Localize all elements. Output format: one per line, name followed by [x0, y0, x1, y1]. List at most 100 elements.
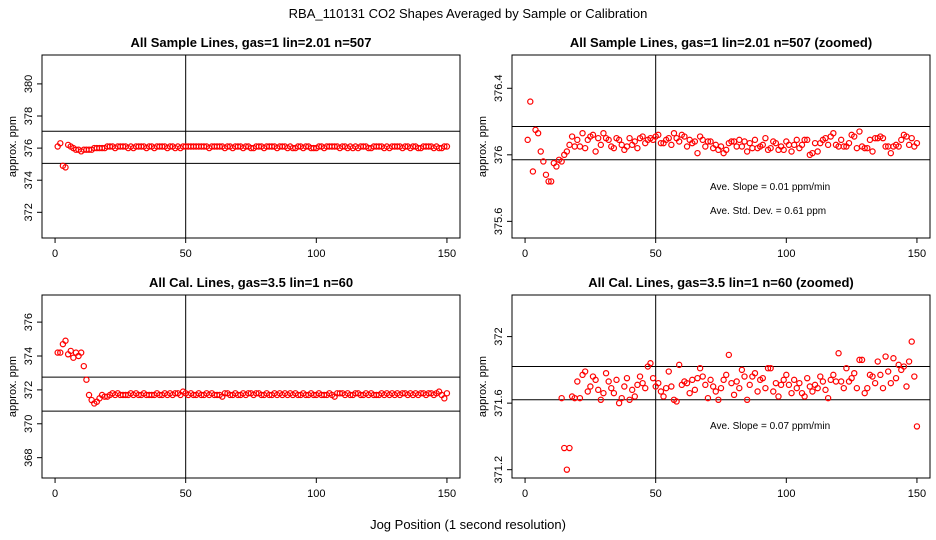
data-point [600, 129, 607, 137]
data-point [54, 349, 61, 356]
data-point [796, 379, 803, 387]
data-point [767, 144, 774, 152]
data-point [702, 143, 709, 150]
annotation-text: Ave. Slope = 0.01 ppm/min [710, 182, 830, 193]
data-point [540, 158, 547, 165]
data-point [610, 389, 618, 397]
plot-frame [511, 54, 931, 239]
data-point [908, 134, 915, 142]
data-point [856, 128, 863, 135]
data-point [702, 381, 709, 389]
data-point [840, 384, 847, 392]
data-point [441, 143, 448, 150]
y-tick-label: 376 [493, 146, 505, 164]
data-point [785, 381, 793, 389]
data-point [733, 378, 740, 385]
data-point [527, 98, 534, 105]
data-point [717, 384, 725, 392]
data-point [824, 141, 832, 149]
data-point [610, 144, 618, 152]
y-tick-label: 376 [23, 313, 35, 331]
data-point [618, 394, 625, 402]
data-point [655, 131, 662, 139]
x-tick-label: 0 [522, 248, 528, 260]
data-point [879, 134, 887, 142]
data-point [775, 393, 782, 400]
data-point [723, 146, 730, 154]
data-point [574, 378, 581, 385]
data-point [709, 383, 717, 390]
data-point [621, 383, 628, 390]
data-point [443, 390, 451, 397]
data-point [683, 143, 691, 150]
data-point [545, 178, 552, 185]
x-tick-label: 150 [908, 248, 926, 260]
data-point [542, 171, 550, 178]
x-tick-label: 50 [650, 248, 662, 260]
data-point [681, 133, 688, 140]
data-point [762, 134, 769, 142]
x-tick-label: 100 [307, 488, 325, 500]
data-point [613, 376, 620, 384]
data-point [665, 368, 672, 375]
data-point [443, 143, 451, 150]
data-point [801, 136, 808, 144]
data-point [600, 389, 607, 397]
data-point [790, 141, 798, 149]
y-tick-label: 372 [493, 327, 505, 345]
data-point [634, 144, 641, 152]
data-point [704, 138, 712, 145]
y-tick-label: 376.4 [493, 75, 505, 103]
data-point [581, 144, 589, 152]
data-point [723, 371, 730, 379]
y-tick-label: 380 [23, 75, 35, 93]
data-point [788, 148, 795, 155]
data-point [887, 149, 895, 157]
y-tick-label: 372 [23, 203, 35, 221]
data-point [853, 384, 861, 392]
panel-title: All Sample Lines, gas=1 lin=2.01 n=507 (… [570, 35, 872, 50]
data-point [655, 379, 662, 387]
annotation-text: Ave. Slope = 0.07 ppm/min [710, 421, 830, 432]
data-point [743, 396, 751, 404]
data-point [676, 138, 683, 145]
data-point [537, 148, 544, 155]
panel-cal-lines: All Cal. Lines, gas=3.5 lin=1 n=60 0 50 100… [7, 275, 461, 500]
x-tick-label: 100 [777, 488, 795, 500]
data-point [759, 374, 767, 382]
data-point [605, 378, 612, 385]
data-point [712, 388, 719, 395]
data-point [830, 129, 837, 137]
data-point [639, 133, 646, 140]
data-point [668, 141, 675, 149]
data-point [589, 131, 597, 139]
data-point [861, 389, 868, 397]
data-point [696, 365, 704, 372]
x-tick-label: 100 [777, 248, 795, 260]
data-point [905, 358, 913, 365]
data-point [673, 398, 680, 405]
data-point [547, 178, 555, 185]
data-point [764, 365, 772, 372]
data-point [793, 136, 800, 144]
data-point [597, 141, 605, 149]
data-point [558, 158, 565, 165]
data-point [913, 139, 921, 147]
data-point [563, 148, 571, 155]
y-tick-label: 372 [23, 381, 35, 399]
data-point [772, 379, 780, 387]
data-point [689, 376, 696, 384]
data-point [707, 376, 714, 384]
data-point [683, 379, 691, 387]
x-tick-label: 150 [908, 488, 926, 500]
data-point [668, 383, 675, 390]
data-point [822, 386, 829, 394]
data-point [890, 355, 897, 362]
data-point [707, 138, 714, 145]
data-point [686, 389, 693, 397]
data-point [85, 391, 93, 399]
data-point [869, 373, 876, 380]
data-point [783, 371, 790, 379]
data-point [882, 143, 889, 150]
data-point [814, 384, 821, 392]
